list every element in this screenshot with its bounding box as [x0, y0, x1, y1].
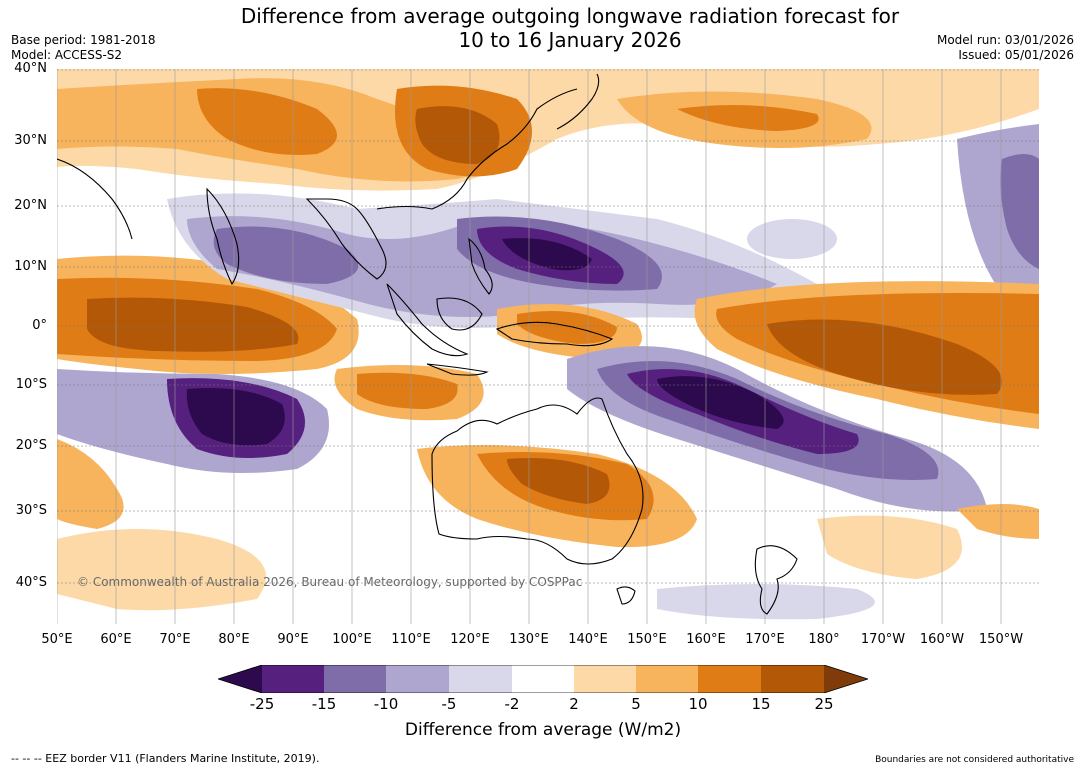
meta-right: Model run: 03/01/2026 Issued: 05/01/2026	[937, 33, 1074, 63]
colorbar-swatch-5-10	[636, 665, 698, 693]
model-name: Model: ACCESS-S2	[11, 48, 123, 62]
lon-label-150w: 150°W	[978, 632, 1024, 647]
lon-label-60e: 60°E	[100, 632, 132, 647]
colorbar-swatch-10-15	[698, 665, 761, 693]
region-south-lightpurple	[657, 584, 875, 620]
region-south-light-orange	[57, 529, 266, 611]
region-sw-orange	[57, 439, 124, 529]
java-coast	[426, 363, 489, 376]
lon-label-70e: 70°E	[159, 632, 191, 647]
map-canvas: © Commonwealth of Australia 2026, Bureau…	[57, 69, 1039, 624]
lon-label-170w: 170°W	[860, 632, 906, 647]
colorbar-tick-neg2: -2	[504, 695, 520, 713]
lon-label-50e: 50°E	[41, 632, 73, 647]
colorbar-tick-15: 15	[751, 695, 771, 713]
arabia-coast	[57, 158, 133, 240]
new-zealand-coast	[754, 545, 798, 615]
colorbar-swatch-above-25	[824, 665, 868, 693]
colorbar-tick-neg5: -5	[441, 695, 457, 713]
lat-label-40s: 40°S	[15, 575, 47, 590]
lon-label-150e: 150°E	[627, 632, 667, 647]
region-pacific-light-purple	[747, 219, 837, 259]
australia-coast	[431, 397, 644, 565]
region-pacific-north-dark	[677, 105, 819, 131]
colorbar-swatch-15-25	[761, 665, 824, 693]
region-china-dark	[415, 106, 500, 164]
coastlines	[57, 73, 798, 615]
title-line-1: Difference from average outgoing longwav…	[240, 4, 900, 28]
philippines-coast	[468, 237, 493, 295]
lon-label-170e: 170°E	[745, 632, 785, 647]
title-line-2: 10 to 16 January 2026	[458, 28, 682, 52]
colorbar-title: Difference from average (W/m2)	[404, 720, 682, 740]
colorbar-swatch-15-10	[324, 665, 386, 693]
colorbar-tick-neg25: -25	[249, 695, 275, 713]
sumatra-coast	[386, 283, 469, 357]
lon-label-110e: 110°E	[391, 632, 431, 647]
region-ne-purple-dark	[1000, 154, 1039, 269]
japan-coast	[556, 73, 600, 130]
region-nw-australia-darkorange	[357, 372, 458, 409]
region-spcz-darkest	[657, 376, 784, 429]
lon-label-160e: 160°E	[686, 632, 726, 647]
lon-label-100e: 100°E	[332, 632, 372, 647]
model-run: Model run: 03/01/2026	[936, 33, 1074, 47]
region-east-pacific-brown	[767, 319, 1002, 395]
region-himalaya-orange	[197, 88, 337, 155]
lat-label-0: 0°	[32, 318, 47, 333]
colorbar-tick-neg15: -15	[311, 695, 337, 713]
colorbar-swatch-2-5	[574, 665, 636, 693]
copyright-notice: © Commonwealth of Australia 2026, Bureau…	[77, 575, 582, 589]
colorbar-tick-10: 10	[688, 695, 708, 713]
map-meridians	[57, 69, 1002, 624]
olr-anomaly-map: © Commonwealth of Australia 2026, Bureau…	[57, 69, 1039, 624]
lon-label-80e: 80°E	[218, 632, 250, 647]
colorbar-swatch-10-5	[386, 665, 449, 693]
colorbar-tick-5: 5	[631, 695, 641, 713]
borneo-coast	[436, 297, 483, 331]
map-title: Difference from average outgoing longwav…	[0, 4, 1085, 52]
region-bay-bengal-purple	[213, 226, 359, 284]
colorbar-swatch-below-25	[218, 665, 262, 693]
issued-date: Issued: 05/01/2026	[958, 48, 1074, 62]
lat-label-20n: 20°N	[14, 198, 47, 213]
colorbar-tick-2: 2	[569, 695, 579, 713]
lat-label-10s: 10°S	[15, 377, 47, 392]
region-sio-darkest	[186, 388, 285, 446]
colorbar-tick-25: 25	[814, 695, 834, 713]
indochina-coast	[305, 198, 387, 280]
region-sw-pacific-light	[817, 515, 962, 579]
region-philippines-darkest	[502, 238, 592, 271]
region-io-north-brown	[87, 297, 299, 352]
eez-border-note: -- -- -- EEZ border V11 (Flanders Marine…	[11, 752, 320, 765]
region-far-east-orange	[957, 504, 1039, 539]
lon-label-140e: 140°E	[568, 632, 608, 647]
tasmania-coast	[616, 586, 636, 605]
colorbar	[218, 665, 868, 693]
colorbar-tick-neg10: -10	[373, 695, 399, 713]
lat-label-30n: 30°N	[14, 133, 47, 148]
new-guinea-coast	[495, 321, 614, 347]
lon-label-120e: 120°E	[450, 632, 490, 647]
lon-label-180: 180°	[808, 632, 840, 647]
lat-label-40n: 40°N	[14, 61, 47, 76]
region-australia-brown	[507, 458, 610, 504]
lat-label-30s: 30°S	[15, 503, 47, 518]
colorbar-swatch-25-15	[262, 665, 324, 693]
lon-label-90e: 90°E	[277, 632, 309, 647]
lon-label-160w: 160°W	[919, 632, 965, 647]
lat-label-20s: 20°S	[15, 438, 47, 453]
boundaries-disclaimer: Boundaries are not considered authoritat…	[875, 755, 1074, 765]
base-period: Base period: 1981-2018	[11, 33, 156, 47]
china-coast	[376, 88, 578, 210]
meta-left: Base period: 1981-2018 Model: ACCESS-S2	[11, 33, 156, 63]
india-coast	[206, 187, 240, 286]
region-png-darkorange	[517, 310, 617, 344]
colorbar-swatch-2-2	[512, 665, 574, 693]
lat-label-10n: 10°N	[14, 259, 47, 274]
lon-label-130e: 130°E	[509, 632, 549, 647]
colorbar-swatch-5-2	[449, 665, 512, 693]
